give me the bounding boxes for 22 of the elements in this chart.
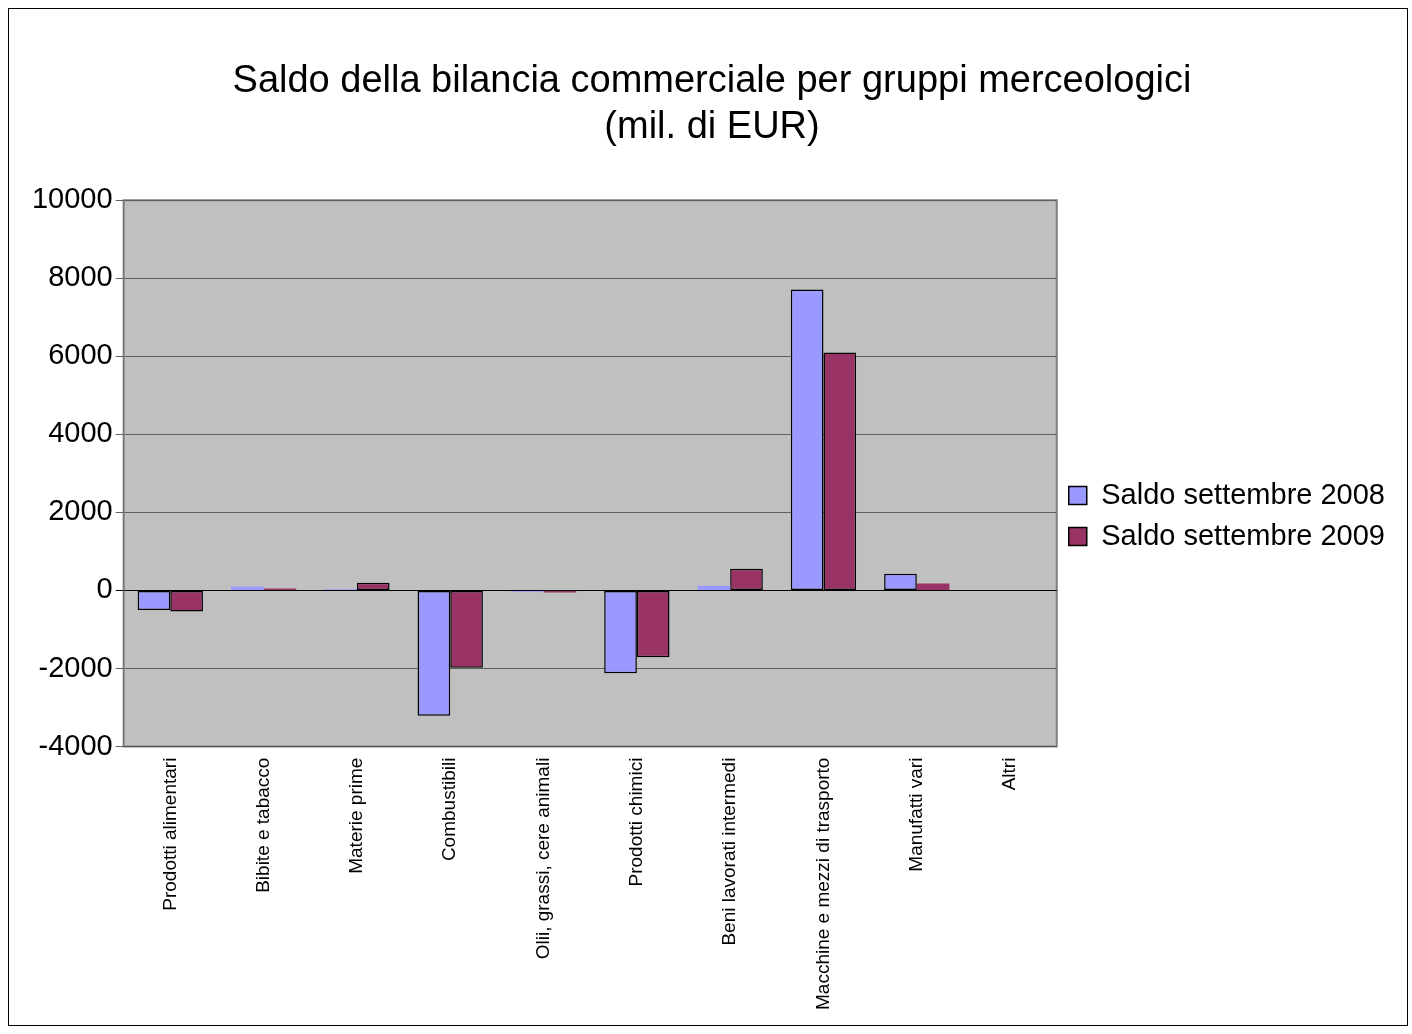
x-tick-label: Prodotti chimici [625,757,647,887]
y-tick-label: 4000 [48,416,113,449]
y-tick-label: 6000 [48,338,113,371]
legend-label: Saldo settembre 2008 [1101,477,1386,510]
x-tick-label: Olii, grassi, cere animali [531,757,553,960]
x-tick-label: Combustibili [438,757,460,862]
y-tick-label: 8000 [48,260,113,293]
y-tick-label: 2000 [48,494,113,527]
x-tick-label: Bibite e tabacco [251,757,273,893]
y-tick-label: 10000 [31,182,113,215]
chart-title: Saldo della bilancia commerciale per gruppi merceologici [232,58,1192,101]
y-tick-label: -2000 [38,650,113,683]
x-tick-label: Materie prime [345,757,367,874]
x-tick-label: Prodotti alimentari [158,757,180,911]
x-tick-label: Altri [998,757,1020,791]
y-tick-label: -4000 [38,728,113,761]
x-tick-label: Macchine e mezzi di trasporto [811,757,833,1011]
x-tick-label: Beni lavorati intermedi [718,757,740,946]
x-tick-label: Manufatti vari [905,757,927,872]
y-tick-label: 0 [96,572,113,605]
legend-label: Saldo settembre 2009 [1101,518,1386,551]
chart-subtitle: (mil. di EUR) [604,103,820,146]
